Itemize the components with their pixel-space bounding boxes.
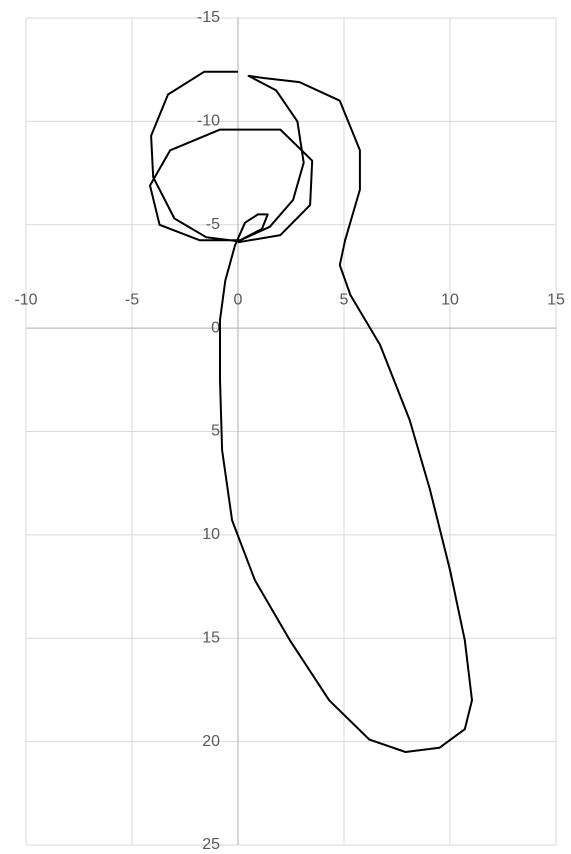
y-tick-label: -15 <box>197 9 220 26</box>
x-tick-label: -5 <box>125 291 139 308</box>
y-tick-label: 0 <box>211 319 220 336</box>
y-tick-label: 20 <box>202 733 220 750</box>
y-tick-label: -5 <box>206 216 220 233</box>
y-tick-label: -10 <box>197 113 220 130</box>
y-tick-label: 25 <box>202 836 220 853</box>
x-tick-label: 0 <box>234 291 243 308</box>
x-tick-label: -10 <box>14 291 37 308</box>
x-tick-label: 10 <box>441 291 459 308</box>
y-tick-label: 10 <box>202 526 220 543</box>
x-tick-label: 5 <box>340 291 349 308</box>
y-tick-label: 15 <box>202 629 220 646</box>
x-tick-label: 15 <box>547 291 565 308</box>
data-line <box>149 70 473 753</box>
y-tick-label: 5 <box>211 423 220 440</box>
